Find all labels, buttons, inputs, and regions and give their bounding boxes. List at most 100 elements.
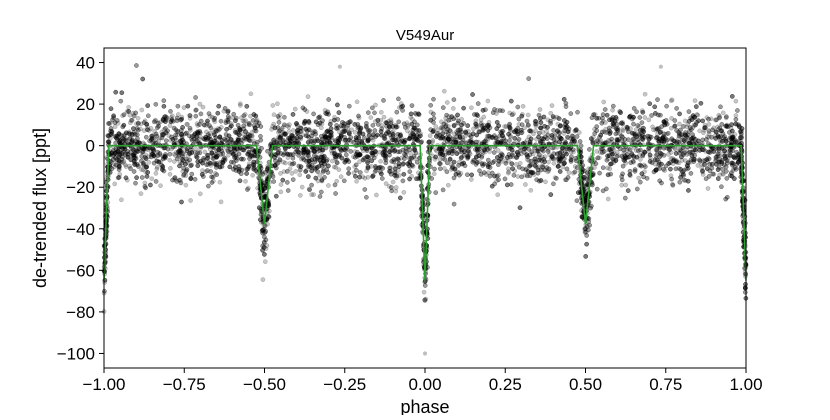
data-point — [440, 156, 446, 161]
data-point — [197, 134, 203, 140]
data-point — [156, 138, 162, 144]
data-point — [540, 162, 545, 168]
data-point — [610, 107, 615, 113]
data-point — [680, 124, 686, 129]
data-point — [285, 188, 291, 193]
data-point — [121, 112, 127, 117]
data-point — [715, 154, 721, 160]
data-point — [675, 160, 680, 165]
data-point — [297, 172, 303, 178]
data-point — [731, 166, 737, 172]
data-point — [240, 131, 245, 137]
data-point — [503, 124, 509, 129]
data-point — [678, 148, 684, 153]
data-point — [204, 129, 209, 135]
data-point — [611, 160, 617, 165]
data-point — [410, 116, 415, 122]
data-point — [184, 158, 190, 164]
data-point — [477, 159, 482, 164]
data-point — [106, 121, 112, 126]
data-point — [631, 137, 636, 143]
data-point — [307, 159, 313, 165]
data-point — [304, 149, 310, 155]
data-point — [304, 155, 310, 161]
data-point — [360, 148, 366, 154]
data-point — [212, 127, 218, 133]
data-point — [405, 122, 411, 128]
data-point — [526, 76, 532, 81]
data-point — [603, 130, 608, 135]
data-point — [728, 135, 734, 141]
data-point — [410, 164, 416, 169]
data-point — [568, 111, 574, 116]
data-point — [381, 114, 387, 120]
data-point — [445, 131, 451, 136]
data-point — [614, 140, 620, 145]
data-point — [604, 130, 610, 135]
data-point — [125, 177, 130, 183]
data-point — [666, 152, 671, 157]
data-point — [233, 165, 238, 170]
data-point — [683, 139, 688, 144]
data-point — [133, 153, 138, 159]
data-point — [352, 149, 358, 154]
data-point — [467, 139, 473, 145]
data-point — [217, 159, 223, 165]
data-point — [112, 124, 118, 129]
data-point — [286, 124, 291, 130]
data-point — [652, 161, 658, 167]
data-point — [309, 136, 314, 142]
data-point — [246, 185, 251, 191]
data-point — [223, 132, 229, 138]
data-point — [188, 147, 193, 153]
data-point — [188, 198, 193, 203]
data-point — [599, 120, 605, 126]
data-point — [481, 122, 486, 128]
data-point — [428, 109, 434, 115]
data-point — [507, 110, 513, 116]
data-point — [206, 159, 211, 165]
data-point — [443, 123, 449, 128]
data-point — [362, 175, 368, 181]
data-point — [620, 127, 625, 132]
data-point — [328, 119, 334, 124]
data-point — [368, 163, 374, 169]
data-point — [558, 169, 563, 175]
data-point — [439, 124, 445, 130]
data-point — [357, 159, 362, 164]
data-point — [218, 199, 224, 205]
data-point — [633, 134, 638, 139]
data-point — [717, 138, 723, 143]
data-point — [507, 127, 513, 132]
data-point — [475, 146, 480, 152]
data-point — [118, 160, 123, 165]
data-point — [252, 128, 257, 133]
data-point — [604, 157, 610, 163]
data-point — [531, 172, 537, 177]
data-point — [723, 151, 729, 156]
data-point — [181, 172, 187, 177]
data-point — [431, 96, 436, 102]
data-point — [264, 243, 270, 248]
data-point — [614, 117, 619, 122]
data-point — [271, 121, 277, 127]
data-point — [266, 208, 272, 214]
data-point — [181, 105, 187, 110]
data-point — [571, 149, 576, 155]
data-point — [284, 169, 290, 174]
data-point — [207, 160, 213, 166]
data-point — [241, 119, 247, 124]
data-point — [212, 170, 218, 176]
data-point — [169, 134, 174, 140]
data-point — [168, 166, 173, 171]
data-point — [716, 112, 722, 118]
data-point — [203, 169, 208, 175]
data-point — [355, 154, 360, 159]
data-point — [537, 130, 542, 136]
data-point — [669, 116, 674, 121]
data-point — [460, 134, 466, 140]
data-point — [518, 148, 523, 153]
data-point — [135, 116, 141, 121]
data-point — [443, 119, 449, 125]
data-point — [352, 129, 358, 135]
